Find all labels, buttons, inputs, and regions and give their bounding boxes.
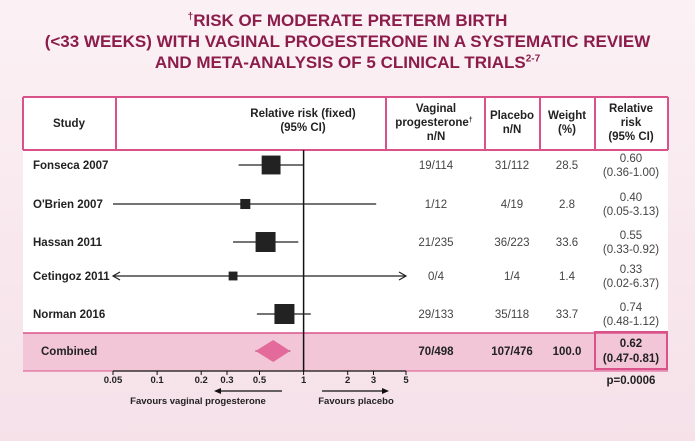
header-weight-1: Weight (548, 110, 586, 122)
rr-value: 0.60 (620, 153, 642, 165)
x-tick-label: 0.2 (195, 375, 208, 386)
placebo-count: 35/118 (495, 309, 529, 321)
header-vaginal-3: n/N (427, 131, 446, 143)
rr-ci: (0.05-3.13) (603, 206, 659, 218)
study-name: O'Brien 2007 (33, 199, 103, 211)
title-line-3: AND META-ANALYSIS OF 5 CLINICAL TRIALS2-… (0, 52, 695, 73)
header-vaginal-2: progesterone† (395, 117, 473, 129)
vaginal-count: 29/133 (418, 309, 453, 321)
header-rr-1: Relative (609, 103, 653, 115)
x-tick-label: 3 (371, 375, 376, 386)
combined-placebo: 107/476 (491, 346, 533, 358)
point-estimate-marker (274, 304, 295, 324)
combined-rr: 0.62 (620, 338, 642, 350)
study-row: Norman 2016 29/133 35/118 33.7 0.74 (0.48-1.1… (33, 302, 659, 328)
combined-weight: 100.0 (553, 346, 582, 358)
header-rr-2: risk (621, 117, 642, 129)
ci-arrow-left (111, 271, 121, 281)
point-estimate-marker (228, 271, 238, 281)
header-study: Study (53, 118, 86, 130)
favours-right-label: Favours placebo (318, 396, 394, 407)
dagger-mark: † (187, 11, 194, 23)
study-name: Fonseca 2007 (33, 160, 108, 172)
rr-value: 0.55 (620, 230, 642, 242)
combined-vaginal: 70/498 (418, 346, 454, 358)
favours-left-arrow-head (214, 388, 221, 394)
header-rr-fixed-2: (95% CI) (280, 122, 326, 134)
header-placebo-2: n/N (503, 124, 522, 136)
favours-right: Favours placebo (318, 388, 394, 407)
point-estimate-marker (255, 232, 276, 252)
weight-value: 2.8 (559, 199, 575, 211)
combined-row: Combined 70/498 107/476 100.0 0.62 (0.47… (41, 331, 668, 370)
x-tick-label: 0.1 (150, 375, 164, 386)
combined-ci: (0.47-0.81) (603, 353, 659, 365)
rr-ci: (0.33-0.92) (603, 244, 659, 256)
x-tick-label: 0.05 (104, 375, 123, 386)
header-vaginal-2-text: progesterone (395, 117, 469, 129)
point-estimate-marker (261, 155, 281, 175)
x-tick-label: 1 (301, 375, 307, 386)
study-name: Hassan 2011 (33, 237, 103, 249)
study-name: Norman 2016 (33, 309, 105, 321)
weight-value: 1.4 (559, 271, 576, 283)
header-rr-fixed-1: Relative risk (fixed) (250, 108, 356, 120)
header-borders (22, 96, 669, 151)
header-vaginal-dagger: † (469, 117, 473, 124)
favours-right-arrow-head (382, 388, 389, 394)
title-line-2: (<33 WEEKS) WITH VAGINAL PROGESTERONE IN… (44, 32, 651, 51)
vaginal-count: 0/4 (428, 271, 445, 283)
vaginal-count: 1/12 (425, 199, 447, 211)
combined-diamond (255, 340, 291, 362)
weight-value: 28.5 (556, 160, 578, 172)
rr-ci: (0.02-6.37) (603, 278, 659, 290)
rr-ci: (0.48-1.12) (603, 316, 659, 328)
title-refs: 2-7 (525, 53, 541, 65)
favours-left-label: Favours vaginal progesterone (130, 396, 266, 407)
weight-value: 33.7 (556, 309, 578, 321)
study-row: Fonseca 2007 19/114 31/112 28.5 0.60 (0.36-1.… (33, 153, 659, 179)
favours-left: Favours vaginal progesterone (130, 388, 282, 407)
header-vaginal-1: Vaginal (416, 103, 456, 115)
ci-arrow-right (398, 271, 408, 281)
table-body (23, 97, 668, 333)
combined-label: Combined (41, 346, 97, 358)
header-placebo-1: Placebo (490, 110, 534, 122)
weight-value: 33.6 (556, 237, 578, 249)
placebo-count: 1/4 (504, 271, 521, 283)
x-tick-label: 0.3 (220, 375, 233, 386)
x-tick-label: 2 (345, 375, 350, 386)
chart-title: †RISK OF MODERATE PRETERM BIRTH (<33 WEE… (0, 10, 695, 73)
placebo-count: 36/223 (494, 237, 529, 249)
placebo-count: 4/19 (501, 199, 523, 211)
study-name: Cetingoz 2011 (33, 271, 110, 283)
study-row: Cetingoz 2011 0/4 1/4 1.4 0.33 (0.02-6.37) (33, 264, 659, 290)
vaginal-count: 19/114 (419, 160, 454, 172)
combined-rr-box (594, 331, 668, 370)
title-text-3: AND META-ANALYSIS OF 5 CLINICAL TRIALS (154, 53, 526, 72)
p-value: p=0.0006 (607, 375, 656, 387)
point-estimate-marker (240, 198, 251, 210)
vaginal-count: 21/235 (418, 237, 453, 249)
study-rows: Fonseca 2007 19/114 31/112 28.5 0.60 (0.36-1.… (33, 153, 659, 328)
study-row: O'Brien 2007 1/12 4/19 2.8 0.40 (0.05-3.13) (33, 192, 659, 218)
rr-value: 0.33 (620, 264, 642, 276)
placebo-count: 31/112 (495, 160, 529, 172)
rr-value: 0.40 (620, 192, 642, 204)
rr-ci: (0.36-1.00) (603, 167, 659, 179)
study-row: Hassan 2011 21/235 36/223 33.6 0.55 (0.33-0.9… (33, 230, 659, 256)
title-text-1: RISK OF MODERATE PRETERM BIRTH (193, 11, 508, 30)
x-tick-label: 0.5 (253, 375, 267, 386)
title-line-1: †RISK OF MODERATE PRETERM BIRTH (0, 10, 695, 31)
x-tick-label: 5 (403, 375, 409, 386)
rr-value: 0.74 (620, 302, 643, 314)
x-axis-ticks: 0.05 0.1 0.2 0.3 0.5 1 2 3 5 (104, 371, 409, 386)
header-rr-3: (95% CI) (608, 131, 654, 143)
header-weight-2: (%) (558, 124, 576, 136)
combined-band (23, 333, 668, 371)
